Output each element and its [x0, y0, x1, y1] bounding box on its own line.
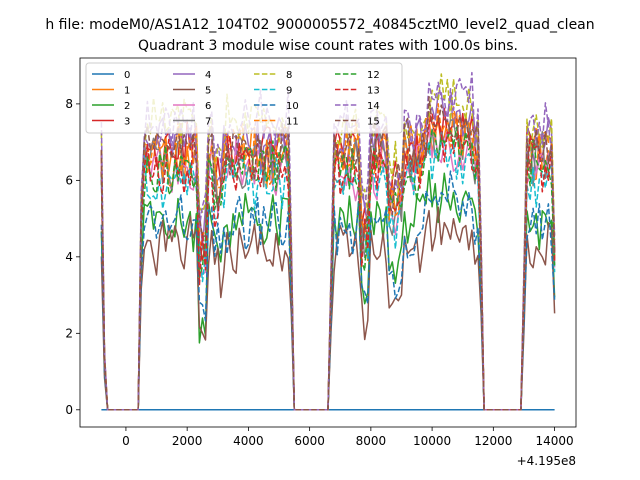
y-tick-label: 0: [65, 403, 73, 417]
x-tick-label: 14000: [535, 434, 573, 448]
legend-label-7: 7: [205, 117, 211, 128]
x-tick-label: 2000: [172, 434, 203, 448]
x-tick-label: 10000: [413, 434, 451, 448]
legend-label-5: 5: [205, 86, 211, 97]
series-line-15: [100, 96, 556, 411]
x-offset-label: +4.195e8: [517, 454, 576, 468]
y-tick-label: 6: [65, 173, 73, 187]
plot-frame: [79, 57, 577, 428]
legend-label-2: 2: [124, 101, 130, 112]
legend-label-3: 3: [124, 117, 130, 128]
legend-label-15: 15: [367, 117, 380, 128]
y-tick-label: 2: [65, 326, 73, 340]
legend-label-10: 10: [286, 101, 299, 112]
axes-layer: 0 2000 4000 6000 8000 10000 12000 14000 0 2 4 6 8: [65, 97, 573, 448]
legend-label-1: 1: [124, 86, 130, 97]
legend-label-9: 9: [286, 86, 292, 97]
y-tick-label: 8: [65, 97, 73, 111]
legend-label-8: 8: [286, 70, 292, 81]
legend-label-0: 0: [124, 70, 130, 81]
chart-title: Quadrant 3 module wise count rates with …: [138, 38, 518, 54]
x-tick-label: 12000: [474, 434, 512, 448]
x-tick-label: 8000: [356, 434, 387, 448]
legend-box: [85, 62, 403, 134]
legend-label-6: 6: [205, 101, 211, 112]
legend-label-12: 12: [367, 70, 380, 81]
legend-label-14: 14: [367, 101, 380, 112]
legend-label-4: 4: [205, 70, 211, 81]
x-tick-label: 6000: [294, 434, 325, 448]
series-line-10: [100, 170, 556, 411]
legend-label-13: 13: [367, 86, 380, 97]
chart-suptitle: h file: modeM0/AS1A12_104T02_9000005572_…: [45, 17, 594, 33]
legend-label-11: 11: [286, 117, 299, 128]
x-tick-label: 0: [122, 434, 130, 448]
x-tick-label: 4000: [233, 434, 264, 448]
y-tick-label: 4: [65, 250, 73, 264]
